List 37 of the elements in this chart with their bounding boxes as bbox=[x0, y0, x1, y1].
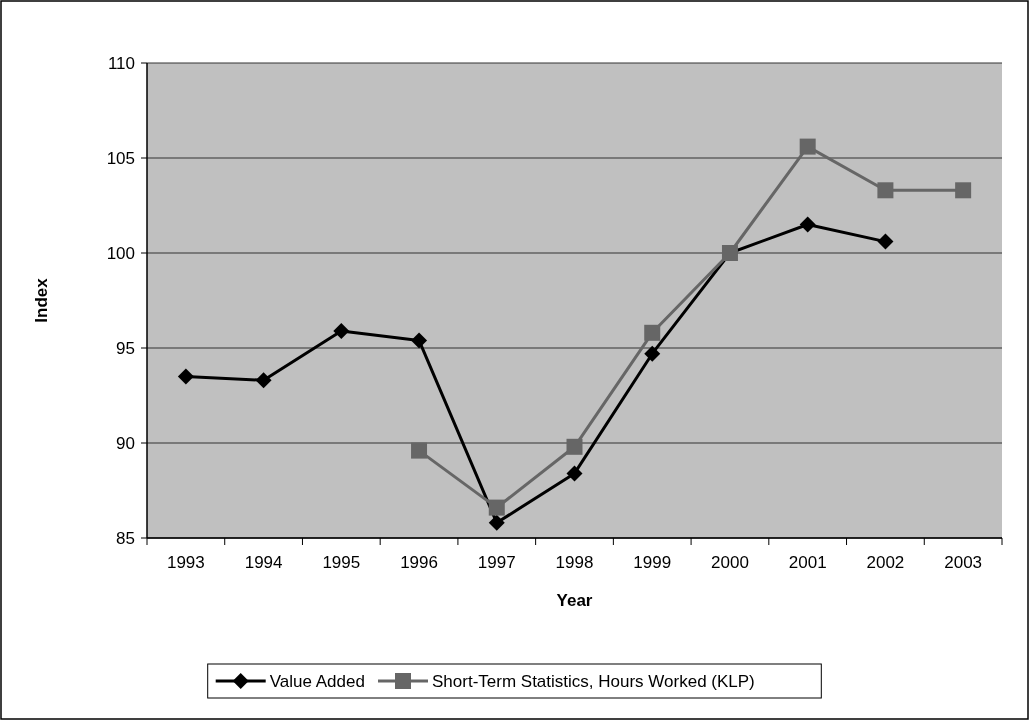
point bbox=[877, 233, 894, 250]
y-tick-label: 95 bbox=[116, 338, 135, 358]
x-tick-label: 2000 bbox=[711, 553, 749, 572]
x-tick-label: 1999 bbox=[633, 553, 672, 572]
legend-label: Short-Term Statistics, Hours Worked (KLP) bbox=[432, 671, 755, 691]
y-tick-label: 100 bbox=[106, 243, 135, 263]
y-axis-title: Index bbox=[32, 277, 51, 323]
x-tick-label: 1997 bbox=[477, 553, 516, 572]
x-tick-label: 2001 bbox=[788, 553, 827, 572]
x-tick-label: 2002 bbox=[866, 553, 905, 572]
x-tick-label: 2003 bbox=[944, 553, 983, 572]
x-tick-label: 1998 bbox=[555, 553, 594, 572]
y-tick-label: 110 bbox=[107, 53, 135, 73]
point bbox=[411, 442, 428, 459]
x-tick-label: 1995 bbox=[322, 553, 361, 572]
point bbox=[799, 138, 816, 155]
y-tick-label: 85 bbox=[116, 528, 135, 548]
legend-label: Value Added bbox=[269, 671, 365, 691]
point bbox=[488, 499, 505, 516]
point bbox=[333, 322, 350, 339]
y-tick-label: 105 bbox=[106, 148, 135, 168]
x-axis-title: Year bbox=[556, 591, 593, 610]
point bbox=[644, 345, 661, 362]
x-tick-label: 1996 bbox=[400, 553, 438, 572]
y-tick-label: 90 bbox=[116, 433, 135, 453]
point bbox=[877, 182, 894, 199]
point bbox=[177, 368, 194, 385]
point bbox=[566, 438, 583, 455]
point bbox=[255, 372, 272, 389]
point bbox=[799, 216, 816, 233]
point bbox=[566, 465, 583, 482]
x-tick-label: 1993 bbox=[166, 553, 205, 572]
point bbox=[411, 332, 428, 349]
x-tick-label: 1994 bbox=[244, 553, 283, 572]
point bbox=[488, 514, 505, 531]
point bbox=[955, 182, 972, 199]
point bbox=[644, 324, 661, 341]
